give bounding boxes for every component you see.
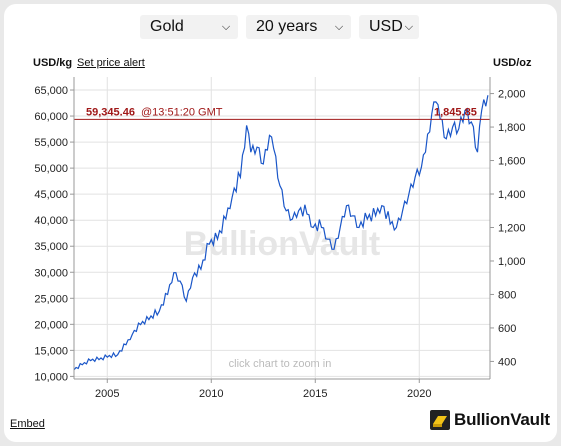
- right-tick-label: 1,200: [498, 222, 526, 234]
- zoom-hint: click chart to zoom in: [229, 358, 332, 370]
- left-tick-label: 50,000: [34, 163, 68, 175]
- left-tick-label: 25,000: [34, 293, 68, 305]
- chevron-down-icon: ⌵: [404, 20, 414, 33]
- left-axis-unit: USD/kg: [33, 57, 73, 69]
- current-price-time: @13:51:20 GMT: [141, 106, 223, 118]
- currency-select-value: USD: [369, 18, 403, 35]
- left-tick-label: 60,000: [34, 111, 68, 123]
- chevron-down-icon: ⌵: [334, 20, 344, 33]
- currency-select[interactable]: USD ⌵: [359, 15, 419, 39]
- right-tick-label: 800: [498, 289, 516, 301]
- x-tick-label: 2015: [303, 388, 327, 400]
- right-tick-label: 600: [498, 323, 516, 335]
- set-price-alert-link[interactable]: Set price alert: [77, 57, 145, 69]
- left-tick-label: 30,000: [34, 267, 68, 279]
- bullionvault-logo-icon: [430, 410, 450, 430]
- left-tick-label: 40,000: [34, 215, 68, 227]
- price-series: [73, 95, 489, 371]
- current-price-kg-value: 59,345.46: [86, 106, 135, 118]
- left-tick-label: 55,000: [34, 137, 68, 149]
- period-select[interactable]: 20 years ⌵: [246, 15, 351, 39]
- period-select-value: 20 years: [256, 18, 318, 35]
- right-tick-label: 1,000: [498, 256, 526, 268]
- plot-area[interactable]: [74, 77, 490, 379]
- right-tick-label: 1,400: [498, 189, 526, 201]
- right-tick-label: 1,600: [498, 156, 526, 168]
- embed-link[interactable]: Embed: [10, 418, 45, 430]
- left-tick-label: 35,000: [34, 241, 68, 253]
- right-tick-label: 2,000: [498, 89, 526, 101]
- left-tick-label: 45,000: [34, 189, 68, 201]
- left-tick-label: 20,000: [34, 319, 68, 331]
- right-axis-ticks: 400 600 800 1,000 1,200 1,400 1,600 1,800 2,000: [490, 89, 526, 368]
- metal-select-value: Gold: [150, 18, 184, 35]
- x-tick-label: 2010: [199, 388, 223, 400]
- x-tick-label: 2020: [407, 388, 431, 400]
- series-line: [73, 95, 489, 371]
- current-price-oz-label: 1,845.85: [434, 106, 477, 118]
- watermark: BullionVault: [184, 225, 380, 263]
- left-tick-label: 15,000: [34, 345, 68, 357]
- x-tick-label: 2005: [95, 388, 119, 400]
- left-tick-label: 10,000: [34, 371, 68, 383]
- current-price-kg-label: 59,345.46 @13:51:20 GMT: [86, 106, 223, 118]
- left-tick-label: 65,000: [34, 85, 68, 97]
- right-tick-label: 1,800: [498, 122, 526, 134]
- chevron-down-icon: ⌵: [221, 20, 231, 33]
- brand-logo[interactable]: BullionVault: [430, 410, 550, 430]
- brand-name: BullionVault: [454, 410, 550, 429]
- x-axis-ticks: 2005 2010 2015 2020: [95, 379, 432, 400]
- right-tick-label: 400: [498, 356, 516, 368]
- right-axis-unit: USD/oz: [493, 57, 532, 69]
- metal-select[interactable]: Gold ⌵: [140, 15, 238, 39]
- left-axis-ticks: 10,000 15,000 20,000 25,000 30,000 35,000 40,0…: [34, 85, 74, 383]
